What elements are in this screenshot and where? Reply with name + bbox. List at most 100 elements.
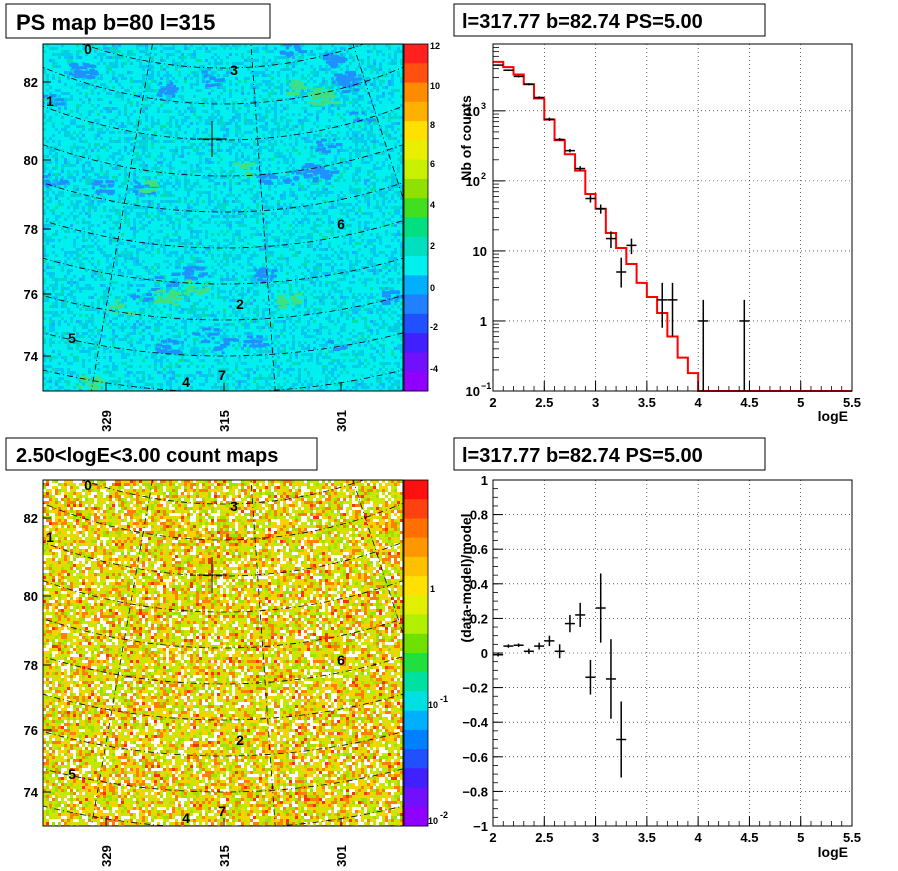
map-pixel (100, 98, 103, 101)
map-pixel (193, 71, 196, 74)
map-pixel (265, 206, 268, 209)
map-pixel (112, 329, 115, 332)
map-pixel (340, 164, 343, 167)
map-pixel (169, 164, 172, 167)
map-pixel (325, 344, 328, 347)
map-pixel (178, 257, 181, 260)
map-pixel (94, 353, 97, 356)
map-pixel (46, 194, 49, 197)
map-pixel (223, 323, 226, 326)
map-pixel (265, 44, 268, 47)
map-pixel (46, 242, 49, 245)
map-pixel (280, 155, 283, 158)
map-pixel (196, 89, 199, 92)
map-pixel (262, 146, 265, 149)
map-pixel (151, 218, 154, 221)
map-pixel (94, 50, 97, 53)
map-pixel (346, 110, 349, 113)
map-pixel (394, 257, 397, 260)
map-pixel (106, 215, 109, 218)
map-pixel (262, 248, 265, 251)
map-pixel (205, 176, 208, 179)
map-pixel (382, 143, 385, 146)
map-pixel (349, 44, 352, 47)
map-pixel (100, 200, 103, 203)
map-pixel (88, 182, 91, 185)
map-pixel (106, 56, 109, 59)
map-pixel (238, 359, 241, 362)
map-pixel (274, 245, 277, 248)
map-pixel (358, 200, 361, 203)
map-pixel (76, 125, 79, 128)
map-pixel (376, 323, 379, 326)
map-pixel (382, 179, 385, 182)
map-pixel (391, 116, 394, 119)
map-pixel (238, 149, 241, 152)
map-pixel (397, 152, 400, 155)
map-pixel (136, 176, 139, 179)
map-pixel (82, 350, 85, 353)
map-pixel (370, 332, 373, 335)
map-pixel (253, 311, 256, 314)
map-pixel (112, 338, 115, 341)
map-pixel (199, 185, 202, 188)
map-pixel (196, 77, 199, 80)
map-pixel (217, 182, 220, 185)
map-pixel (52, 209, 55, 212)
map-pixel (154, 365, 157, 368)
map-pixel (223, 332, 226, 335)
map-pixel (76, 236, 79, 239)
map-pixel (307, 80, 310, 83)
map-pixel (340, 365, 343, 368)
map-pixel (187, 47, 190, 50)
map-pixel (373, 266, 376, 269)
map-pixel (139, 50, 142, 53)
map-pixel (370, 215, 373, 218)
map-pixel (67, 257, 70, 260)
map-pixel (373, 44, 376, 47)
map-pixel (388, 47, 391, 50)
map-pixel (343, 98, 346, 101)
map-pixel (157, 71, 160, 74)
map-pixel (394, 143, 397, 146)
map-pixel (385, 44, 388, 47)
map-pixel (184, 332, 187, 335)
map-pixel (349, 224, 352, 227)
map-pixel (253, 200, 256, 203)
map-pixel (115, 56, 118, 59)
map-pixel (118, 242, 121, 245)
map-pixel (148, 251, 151, 254)
map-pixel (325, 71, 328, 74)
map-pixel (229, 191, 232, 194)
map-pixel (205, 233, 208, 236)
map-pixel (199, 320, 202, 323)
map-pixel (211, 326, 214, 329)
map-pixel (91, 233, 94, 236)
map-pixel (280, 89, 283, 92)
map-pixel (319, 47, 322, 50)
map-pixel (367, 308, 370, 311)
map-pixel (109, 242, 112, 245)
map-pixel (325, 257, 328, 260)
map-pixel (265, 308, 268, 311)
map-pixel (394, 179, 397, 182)
map-pixel (250, 338, 253, 341)
map-pixel (139, 338, 142, 341)
map-pixel (379, 362, 382, 365)
map-pixel (289, 332, 292, 335)
map-pixel (154, 329, 157, 332)
map-pixel (400, 233, 403, 236)
map-pixel (70, 203, 73, 206)
map-pixel (112, 167, 115, 170)
map-pixel (259, 71, 262, 74)
map-pixel (373, 110, 376, 113)
map-pixel (271, 197, 274, 200)
map-pixel (88, 320, 91, 323)
map-pixel (301, 236, 304, 239)
map-pixel (79, 323, 82, 326)
map-pixel (280, 92, 283, 95)
map-pixel (58, 56, 61, 59)
map-pixel (199, 260, 202, 263)
map-pixel (352, 359, 355, 362)
map-pixel (49, 356, 52, 359)
